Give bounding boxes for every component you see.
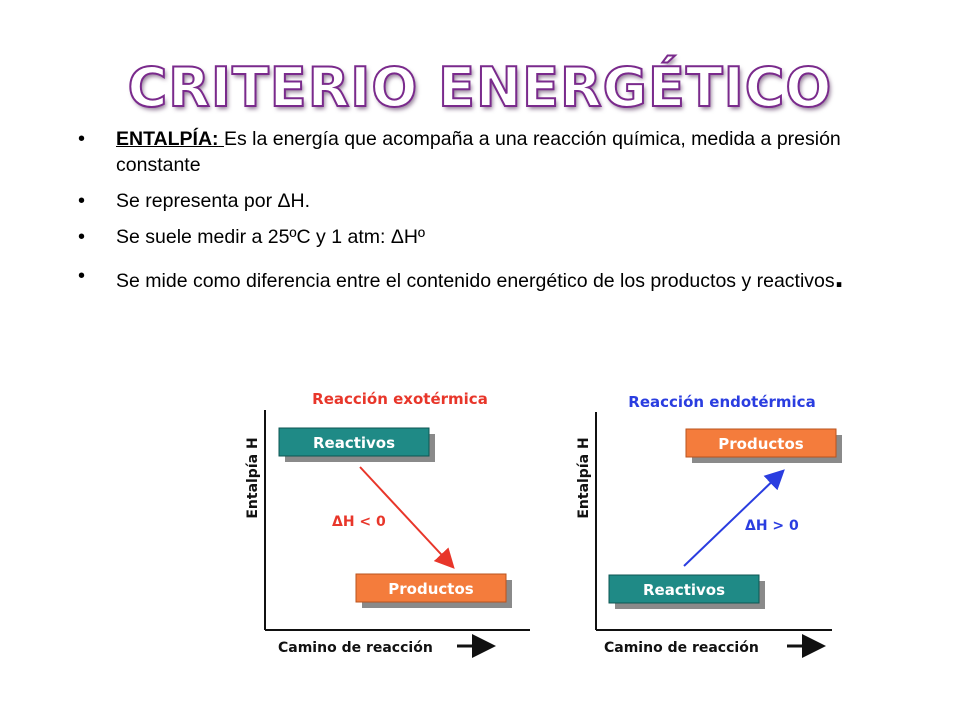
bullet-list: ENTALPÍA: Es la energía que acompaña a u… — [78, 126, 918, 301]
bullet-entalpia: ENTALPÍA: Es la energía que acompaña a u… — [78, 126, 918, 178]
endo-reactivos-box — [608, 574, 760, 604]
endothermic-diagram: Reacción endotérmica Entalpía H Camino d… — [576, 393, 842, 658]
bullet-text: Se mide como diferencia entre el conteni… — [116, 270, 835, 292]
exo-delta-arrow — [359, 466, 455, 569]
exo-productos-label: Productos — [388, 580, 473, 598]
endo-delta-label: ΔH > 0 — [745, 518, 799, 534]
exothermic-diagram: Reacción exotérmica Entalpía H Camino de… — [245, 390, 530, 658]
exo-reactivos-box — [278, 427, 430, 457]
bullet-text: Se representa por ΔH. — [116, 190, 311, 212]
endo-reactivos-label: Reactivos — [643, 581, 725, 599]
bullet-medir: Se suele medir a 25ºC y 1 atm: ΔHº — [78, 224, 918, 250]
endo-y-label: Entalpía H — [576, 437, 592, 518]
endo-productos-label: Productos — [718, 435, 803, 453]
bullet-lead-term: ENTALPÍA: — [116, 128, 219, 150]
bullet-end-mark: . — [834, 258, 844, 294]
exo-delta-label: ΔH < 0 — [332, 514, 386, 530]
endo-productos-box — [685, 428, 837, 458]
bullet-diferencia: Se mide como diferencia entre el conteni… — [78, 256, 918, 301]
slide-title: CRITERIO ENERGÉTICO — [127, 55, 833, 120]
bullet-representa: Se representa por ΔH. — [78, 188, 918, 214]
bullet-text: Se suele medir a 25ºC y 1 atm: ΔHº — [116, 226, 426, 248]
endo-delta-arrow — [683, 469, 785, 567]
exo-title: Reacción exotérmica — [312, 390, 488, 408]
bullet-text: Es la energía que acompaña a una reacció… — [116, 128, 841, 176]
exo-reactivos-label: Reactivos — [313, 434, 395, 452]
exo-y-label: Entalpía H — [245, 437, 261, 518]
endo-x-label: Camino de reacción — [604, 640, 759, 656]
exo-x-label: Camino de reacción — [278, 640, 433, 656]
endo-title: Reacción endotérmica — [628, 393, 815, 411]
exo-productos-box — [355, 573, 507, 603]
